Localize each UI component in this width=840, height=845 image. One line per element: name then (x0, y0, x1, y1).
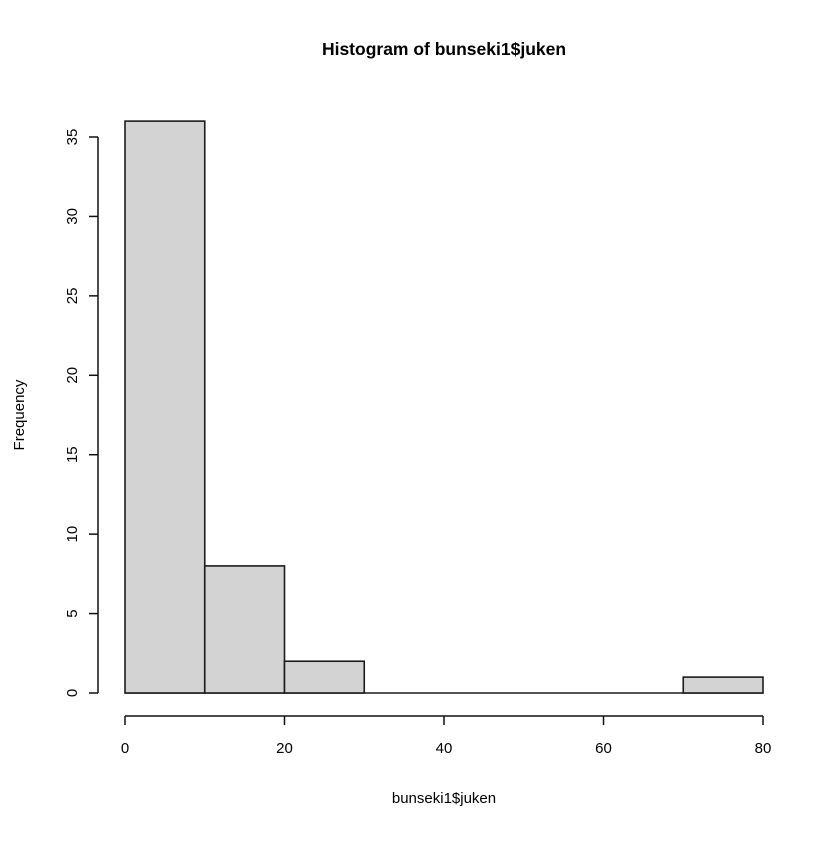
x-axis: 0 20 40 60 80 (121, 715, 772, 757)
x-tick-label: 40 (436, 740, 453, 757)
y-tick-label: 10 (64, 526, 81, 543)
x-axis-label: bunseki1$juken (392, 790, 496, 807)
chart-title: Histogram of bunseki1$juken (322, 39, 566, 59)
x-tick-label: 60 (595, 740, 612, 757)
bars-group (124, 120, 764, 694)
y-axis: 0 5 10 15 20 25 30 35 (64, 129, 99, 697)
x-tick-label: 20 (276, 740, 293, 757)
y-tick-label: 25 (64, 288, 81, 305)
histogram-bar (124, 120, 206, 694)
y-axis-label: Frequency (11, 379, 28, 450)
x-tick-label: 80 (755, 740, 772, 757)
x-tick-label: 0 (121, 740, 129, 757)
histogram-bar (283, 660, 366, 694)
histogram-bar (203, 565, 286, 694)
y-tick-label: 30 (64, 208, 81, 225)
y-tick-label: 15 (64, 446, 81, 463)
y-tick-label: 20 (64, 367, 81, 384)
y-tick-label: 0 (64, 689, 81, 697)
y-tick-label: 35 (64, 129, 81, 146)
histogram-bar (682, 676, 764, 694)
y-tick-label: 5 (64, 609, 81, 617)
